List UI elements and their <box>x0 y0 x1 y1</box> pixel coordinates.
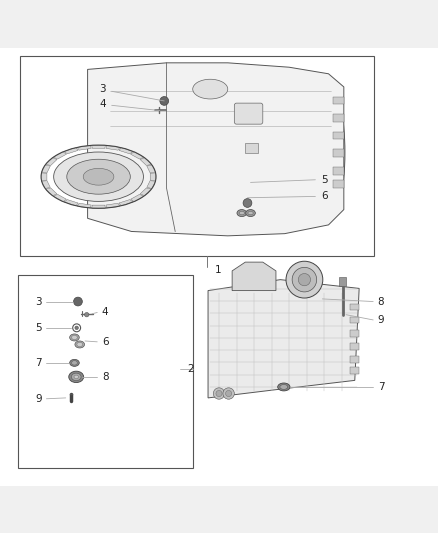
Ellipse shape <box>280 384 288 390</box>
Ellipse shape <box>193 79 228 99</box>
Text: 9: 9 <box>35 394 42 404</box>
Bar <box>350 356 359 363</box>
Ellipse shape <box>72 335 77 340</box>
Polygon shape <box>106 146 120 150</box>
Circle shape <box>74 297 82 306</box>
Polygon shape <box>46 188 57 196</box>
Bar <box>333 96 344 104</box>
Text: 3: 3 <box>99 84 106 94</box>
Bar <box>333 180 344 188</box>
Bar <box>350 367 359 374</box>
Polygon shape <box>106 203 120 208</box>
Bar <box>350 330 359 336</box>
Text: 7: 7 <box>35 358 42 368</box>
Ellipse shape <box>239 211 244 215</box>
Text: 5: 5 <box>321 175 328 185</box>
Bar <box>339 277 346 286</box>
Polygon shape <box>77 146 91 150</box>
Ellipse shape <box>71 373 81 381</box>
Polygon shape <box>53 152 67 159</box>
Bar <box>333 149 344 157</box>
Bar <box>333 132 344 140</box>
Polygon shape <box>92 146 106 148</box>
Polygon shape <box>42 165 50 173</box>
Text: 7: 7 <box>378 382 385 392</box>
Polygon shape <box>64 199 78 206</box>
Circle shape <box>298 273 311 286</box>
Ellipse shape <box>67 159 131 194</box>
Circle shape <box>160 96 169 106</box>
Text: 3: 3 <box>35 296 42 306</box>
Bar <box>245 143 258 152</box>
Polygon shape <box>131 152 144 159</box>
Ellipse shape <box>278 383 290 391</box>
Polygon shape <box>42 181 50 189</box>
Text: 6: 6 <box>102 337 109 347</box>
Ellipse shape <box>237 209 247 216</box>
Polygon shape <box>53 195 67 201</box>
Polygon shape <box>64 148 78 154</box>
Polygon shape <box>208 280 359 398</box>
Circle shape <box>85 312 89 317</box>
Ellipse shape <box>316 87 345 219</box>
Polygon shape <box>150 173 155 181</box>
Polygon shape <box>131 195 144 201</box>
Text: 8: 8 <box>102 372 109 382</box>
Polygon shape <box>88 63 344 236</box>
Text: 5: 5 <box>35 323 42 333</box>
Polygon shape <box>147 181 155 189</box>
Polygon shape <box>119 199 133 206</box>
Ellipse shape <box>74 375 78 378</box>
Circle shape <box>216 391 222 397</box>
Polygon shape <box>77 203 91 208</box>
Ellipse shape <box>246 209 255 216</box>
Circle shape <box>75 326 78 329</box>
Text: 2: 2 <box>187 365 194 374</box>
Ellipse shape <box>69 371 84 383</box>
Bar <box>350 343 359 350</box>
Polygon shape <box>232 262 276 290</box>
Ellipse shape <box>70 334 79 341</box>
Circle shape <box>226 391 232 397</box>
Ellipse shape <box>75 341 85 348</box>
Circle shape <box>243 199 252 207</box>
Polygon shape <box>92 205 106 208</box>
Ellipse shape <box>70 359 79 366</box>
Circle shape <box>213 388 225 399</box>
Polygon shape <box>140 188 152 196</box>
Polygon shape <box>42 173 47 181</box>
Bar <box>333 167 344 174</box>
Text: 6: 6 <box>321 191 328 201</box>
Ellipse shape <box>72 361 77 365</box>
Bar <box>350 317 359 324</box>
Polygon shape <box>119 148 133 154</box>
FancyBboxPatch shape <box>234 103 263 124</box>
Circle shape <box>286 261 323 298</box>
Bar <box>18 275 193 468</box>
Text: 8: 8 <box>378 296 385 306</box>
Circle shape <box>223 388 234 399</box>
Text: 9: 9 <box>378 315 385 325</box>
Bar <box>350 304 359 310</box>
Ellipse shape <box>248 211 253 215</box>
Bar <box>20 56 374 255</box>
Ellipse shape <box>83 168 114 185</box>
Polygon shape <box>46 158 57 165</box>
Circle shape <box>292 268 317 292</box>
Polygon shape <box>147 165 155 173</box>
Bar <box>333 114 344 122</box>
Text: 4: 4 <box>99 99 106 109</box>
Polygon shape <box>140 158 152 165</box>
Ellipse shape <box>77 342 82 346</box>
Text: 1: 1 <box>215 265 222 275</box>
Ellipse shape <box>53 152 143 201</box>
Text: 4: 4 <box>102 308 109 318</box>
